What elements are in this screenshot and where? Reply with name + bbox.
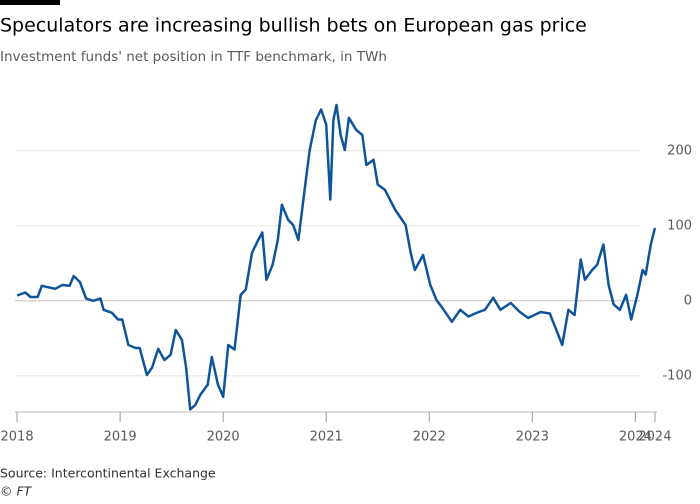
y-tick-label: 0 bbox=[684, 293, 692, 308]
brand-bar bbox=[0, 0, 60, 5]
x-tick-label: 2023 bbox=[516, 430, 549, 445]
credit: © FT bbox=[0, 484, 33, 499]
x-tick-label: 2018 bbox=[1, 430, 34, 445]
x-tick-label: 2021 bbox=[310, 430, 343, 445]
source: Source: Intercontinental Exchange bbox=[0, 466, 216, 481]
x-tick-label: 2019 bbox=[104, 430, 137, 445]
x-tick-label: 2020 bbox=[207, 430, 240, 445]
y-tick-label: 100 bbox=[667, 218, 692, 233]
x-tick-label: 2024 bbox=[638, 430, 671, 445]
chart-subtitle: Investment funds' net position in TTF be… bbox=[0, 49, 387, 65]
chart-title: Speculators are increasing bullish bets … bbox=[0, 15, 587, 37]
x-tick-label: 2024 bbox=[619, 430, 652, 445]
x-tick-label: 2022 bbox=[413, 430, 446, 445]
series-line bbox=[16, 103, 657, 411]
y-tick-label: -100 bbox=[662, 368, 692, 383]
y-tick-label: 200 bbox=[667, 143, 692, 158]
